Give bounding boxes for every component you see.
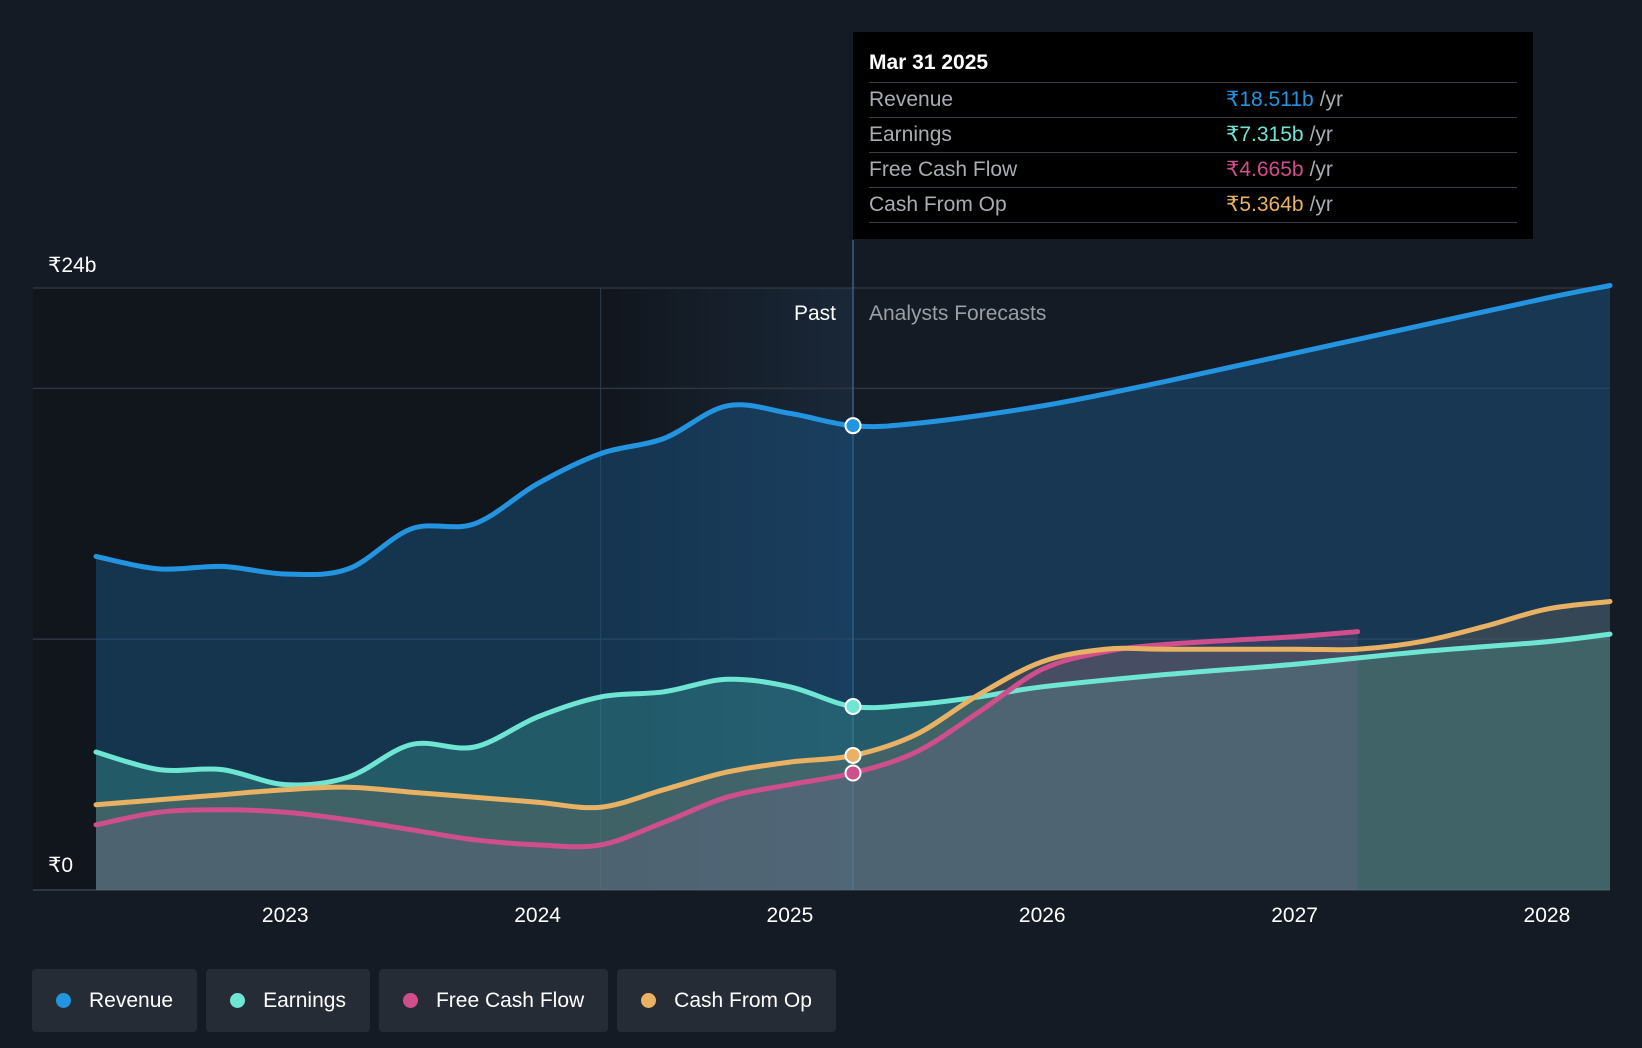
tooltip-label: Free Cash Flow <box>869 158 1018 181</box>
legend-item-earnings[interactable]: Earnings <box>206 969 370 1032</box>
free-cash-flow-dot-icon <box>402 993 418 1008</box>
tooltip-label: Revenue <box>869 88 954 111</box>
legend-label: Free Cash Flow <box>435 988 585 1012</box>
legend-item-cash-from-op[interactable]: Cash From Op <box>617 969 836 1032</box>
legend: Revenue Earnings Free Cash Flow Cash Fro… <box>32 969 845 1032</box>
tooltip-row-cash-from-op: Cash From Op ₹5.364b /yr <box>869 187 1517 223</box>
tooltip-label: Cash From Op <box>869 193 1007 216</box>
tooltip-value: ₹4.665b <box>1226 158 1304 181</box>
line-revenue <box>93 283 1613 578</box>
tooltip-unit: /yr <box>1309 158 1333 181</box>
earnings-dot-icon <box>230 993 246 1008</box>
past-label: Past <box>794 302 836 325</box>
tooltip-value: ₹18.511b <box>1226 88 1314 111</box>
line-earnings <box>93 631 1613 788</box>
tooltip-row-revenue: Revenue ₹18.511b /yr <box>869 82 1517 117</box>
marker-earnings[interactable] <box>844 698 862 716</box>
marker-revenue[interactable] <box>844 417 862 435</box>
tooltip-unit: /yr <box>1309 193 1333 216</box>
x-tick-label: 2025 <box>767 904 814 927</box>
x-tick-label: 2026 <box>1019 904 1066 927</box>
marker-free-cash-flow[interactable] <box>844 764 862 782</box>
area-free-cash-flow <box>96 631 1358 890</box>
tooltip-unit: /yr <box>1319 88 1344 111</box>
tooltip-label: Earnings <box>869 123 952 146</box>
tooltip-unit: /yr <box>1309 123 1333 146</box>
tooltip: Mar 31 2025 Revenue ₹18.511b /yr Earning… <box>853 32 1533 239</box>
legend-label: Earnings <box>263 988 346 1012</box>
y-axis-label-top: ₹24b <box>48 254 96 277</box>
revenue-dot-icon <box>56 993 71 1008</box>
x-tick-label: 2027 <box>1271 904 1318 927</box>
area-revenue <box>96 285 1610 890</box>
x-tick-label: 2024 <box>514 904 561 927</box>
legend-item-revenue[interactable]: Revenue <box>32 969 198 1032</box>
x-tick-label: 2028 <box>1524 904 1571 927</box>
cash-from-op-dot-icon <box>641 993 657 1008</box>
marker-cash-from-op[interactable] <box>844 746 862 764</box>
tooltip-date: Mar 31 2025 <box>869 51 989 74</box>
tooltip-row-free-cash-flow: Free Cash Flow ₹4.665b /yr <box>869 152 1517 187</box>
x-tick-label: 2023 <box>262 904 309 927</box>
legend-label: Revenue <box>89 988 174 1012</box>
legend-label: Cash From Op <box>674 988 812 1012</box>
y-axis-label-bottom: ₹0 <box>48 854 73 877</box>
tooltip-row-earnings: Earnings ₹7.315b /yr <box>869 117 1517 152</box>
area-cash-from-op <box>96 601 1610 890</box>
forecast-label: Analysts Forecasts <box>869 302 1046 325</box>
legend-item-free-cash-flow[interactable]: Free Cash Flow <box>378 969 609 1032</box>
tooltip-value: ₹7.315b <box>1226 123 1304 146</box>
tooltip-value: ₹5.364b <box>1226 193 1304 216</box>
